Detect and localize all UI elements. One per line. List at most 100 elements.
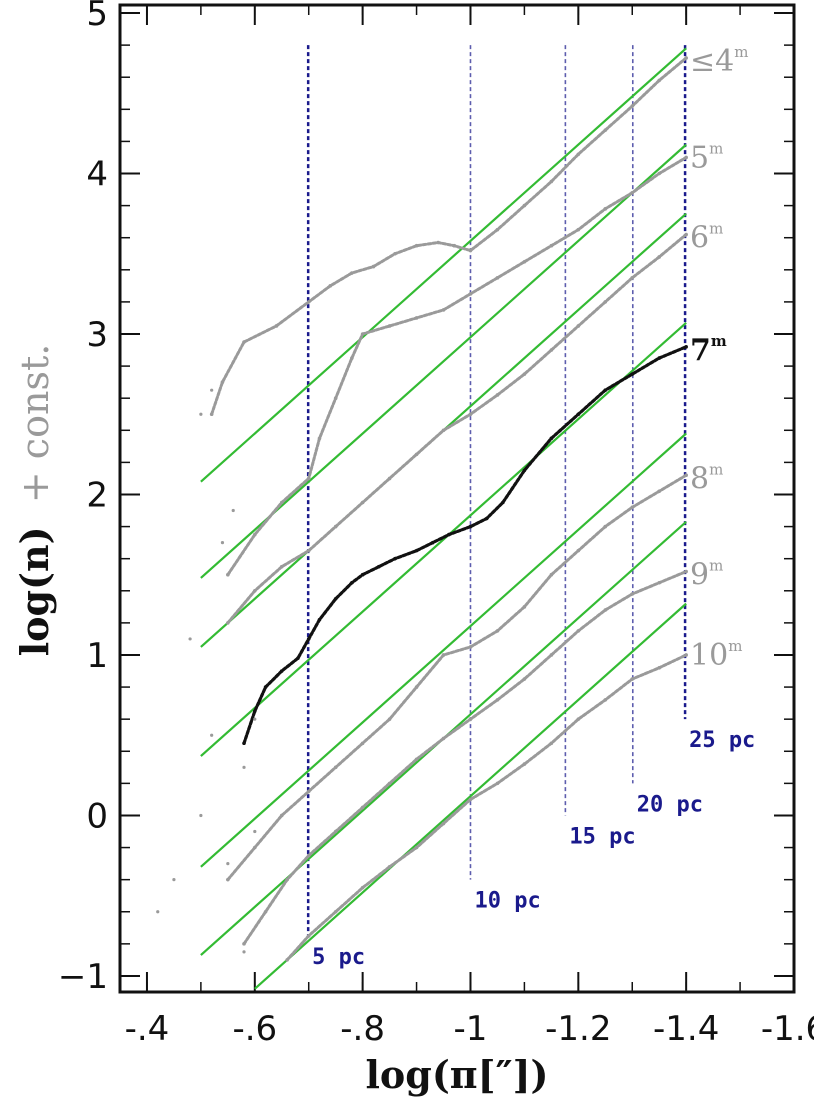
scatter-point <box>188 637 192 641</box>
data-point <box>306 548 311 553</box>
data-point <box>414 452 419 457</box>
data-point <box>387 865 392 869</box>
scatter-point <box>231 508 235 513</box>
scatter-point <box>242 765 246 769</box>
data-point <box>684 345 688 349</box>
x-tick-label: -.6 <box>232 1009 277 1049</box>
y-tick-label: 3 <box>86 315 108 355</box>
y-tick-label: 5 <box>86 0 108 34</box>
series-label-5: 5m <box>690 139 723 175</box>
distance-label-15-pc: 15 pc <box>569 824 635 849</box>
data-point <box>522 762 527 766</box>
x-tick-label: -.4 <box>125 1009 170 1049</box>
data-point <box>630 677 635 681</box>
scatter-point <box>253 717 257 721</box>
x-tick-label: -1 <box>454 1009 488 1049</box>
x-tick-label: -1.4 <box>653 1009 719 1049</box>
scatter-point <box>210 733 214 737</box>
data-point <box>549 243 554 248</box>
data-point <box>484 516 489 521</box>
data-point <box>333 829 338 834</box>
data-point <box>387 476 392 481</box>
distance-label-5-pc: 5 pc <box>312 945 365 970</box>
data-point <box>360 805 365 810</box>
data-point <box>371 264 376 269</box>
data-point <box>393 251 397 256</box>
data-point <box>226 621 230 625</box>
scatter-point <box>220 541 225 545</box>
series-label-name: 9 <box>690 558 709 593</box>
data-point <box>333 765 338 770</box>
data-point <box>360 332 365 336</box>
series-label-name: 6 <box>690 221 709 256</box>
data-point <box>522 468 527 473</box>
data-point <box>414 757 419 762</box>
distance-label-10-pc: 10 pc <box>474 889 540 914</box>
data-point <box>549 179 554 184</box>
series-label-name: 8 <box>690 461 709 496</box>
data-point <box>549 653 554 657</box>
data-point <box>333 597 338 601</box>
series-label-10: 10m <box>690 637 742 673</box>
fit-line-7 <box>200 321 687 757</box>
data-point <box>630 276 635 280</box>
scatter-point <box>156 910 160 914</box>
svg-text:log(n) + const.: log(n) + const. <box>12 344 57 657</box>
data-point <box>350 356 354 360</box>
data-point <box>306 300 311 304</box>
series-label-6: 6m <box>690 220 723 256</box>
series-label-name: 7 <box>690 333 711 368</box>
data-point <box>333 909 338 914</box>
data-point <box>657 255 661 259</box>
fit-line-8 <box>200 432 687 868</box>
data-point <box>630 104 635 108</box>
axis-ticks: -.4 -.6 -.8 -1 -1.2 -1.4 -1.6 −1 0 1 2 3 4 5 <box>58 0 814 1049</box>
fit-line-5 <box>200 143 687 579</box>
data-point <box>209 412 214 417</box>
data-point <box>377 564 381 569</box>
data-point <box>452 243 457 248</box>
data-point <box>285 877 289 882</box>
data-point <box>306 789 311 794</box>
data-point <box>333 524 338 529</box>
data-point <box>576 152 581 157</box>
data-point <box>603 698 608 702</box>
data-point <box>468 645 473 649</box>
data-point <box>495 698 500 702</box>
y-axis-title-main: log(n) <box>12 526 57 656</box>
data-point <box>630 505 635 510</box>
scatter-point <box>226 862 230 866</box>
data-point <box>522 372 527 376</box>
series-label-sup: m <box>734 43 748 61</box>
y-axis-title: log(n) + const. <box>12 344 57 657</box>
data-point <box>549 572 554 577</box>
data-point <box>576 548 581 553</box>
fit-line-4 <box>200 47 687 483</box>
series-label-name: 5 <box>690 140 709 175</box>
data-point <box>522 259 527 264</box>
data-point <box>306 934 311 938</box>
data-point <box>495 629 500 633</box>
scatter-point <box>253 829 257 834</box>
data-point <box>603 524 608 529</box>
data-point <box>684 56 688 60</box>
series-line-9 <box>242 570 688 946</box>
series-label-sup: m <box>711 332 727 350</box>
scatter-point <box>199 813 203 818</box>
data-point <box>242 942 246 946</box>
data-point <box>657 666 661 670</box>
series-line-6 <box>226 232 688 625</box>
series-label-8: 8m <box>690 460 723 496</box>
data-point <box>279 500 284 505</box>
x-tick-label: -1.2 <box>545 1009 611 1049</box>
data-point <box>657 580 661 585</box>
data-point <box>522 677 527 681</box>
data-point <box>306 476 311 481</box>
data-point <box>576 227 581 232</box>
y-axis-title-extra: + const. <box>13 344 57 503</box>
data-point <box>317 617 322 622</box>
data-point <box>414 316 419 320</box>
scatter-point <box>210 388 214 392</box>
